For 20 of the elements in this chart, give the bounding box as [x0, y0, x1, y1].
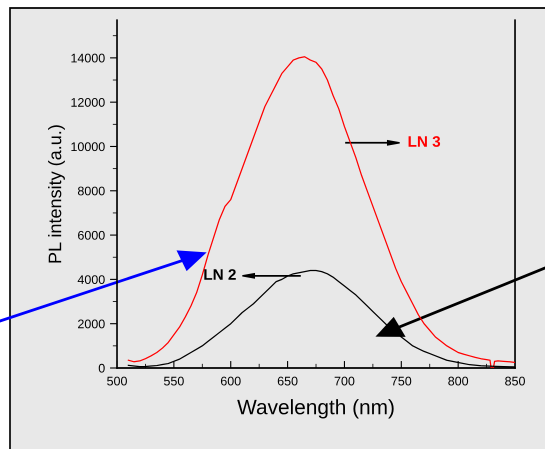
x-tick-label: 650 [278, 376, 298, 386]
y-tick-label: 12000 [71, 98, 105, 107]
x-tick-label: 500 [107, 376, 127, 386]
x-tick-label: 550 [164, 376, 184, 386]
x-tick-label: 700 [334, 376, 354, 386]
x-tick-label: 750 [392, 376, 412, 386]
x-axis-title: Wavelength (nm) [237, 399, 394, 419]
x-tick-label: 600 [220, 376, 241, 386]
y-tick-label: 0 [98, 364, 105, 373]
y-tick-label: 6000 [78, 230, 105, 240]
y-tick-label: 4000 [78, 275, 105, 284]
y-tick-label: 8000 [78, 186, 105, 196]
y-axis-title: PL intensity (a.u.) [48, 125, 65, 263]
y-tick-label: 2000 [78, 319, 105, 328]
y-tick-label: 14000 [71, 54, 105, 63]
y-tick-label: 10000 [71, 142, 105, 152]
x-tick-label: 800 [448, 376, 468, 386]
annotation: LN 2 [204, 269, 236, 280]
x-tick-label: 850 [505, 376, 525, 386]
annotation: LN 3 [408, 136, 440, 147]
